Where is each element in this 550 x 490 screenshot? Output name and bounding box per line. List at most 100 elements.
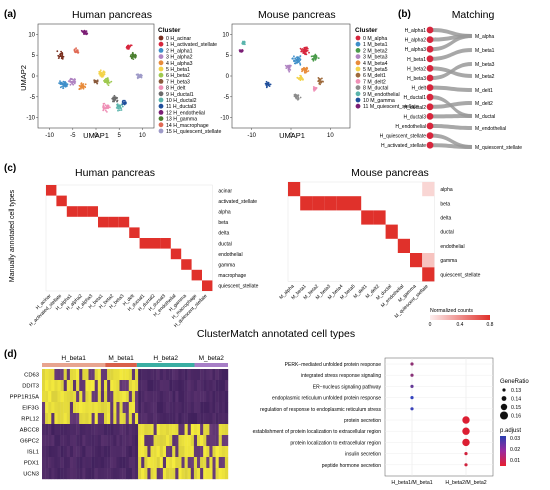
expr-cell xyxy=(60,468,64,480)
match-node-human xyxy=(426,74,434,82)
expr-cell xyxy=(60,446,64,458)
expr-cell xyxy=(69,457,74,469)
expr-cell xyxy=(184,413,188,425)
expr-cell xyxy=(224,468,229,480)
cell-point xyxy=(102,107,105,109)
cell-point xyxy=(103,102,106,105)
expr-cell xyxy=(66,413,71,425)
expr-cell xyxy=(200,391,204,403)
expr-cell xyxy=(107,435,111,447)
cell-point xyxy=(311,58,314,61)
expr-cell xyxy=(45,468,49,480)
expr-cell xyxy=(107,446,111,458)
cell-point xyxy=(115,97,118,99)
expr-cell xyxy=(60,413,64,425)
expr-cell xyxy=(193,402,198,414)
expr-cell xyxy=(209,391,213,403)
padjust-tick: 0.01 xyxy=(510,458,520,464)
heatmap-row-label: endothelial xyxy=(440,244,464,250)
heatmap-cell xyxy=(336,196,349,211)
expr-cell xyxy=(73,391,77,403)
expr-cell xyxy=(110,457,114,469)
cell-point xyxy=(298,77,300,80)
expr-cell xyxy=(57,369,61,381)
expr-cell xyxy=(100,435,105,447)
cell-point xyxy=(119,107,121,109)
match-node-human xyxy=(426,93,434,101)
expr-cell xyxy=(159,369,164,381)
expr-cell xyxy=(153,424,157,436)
cell-point xyxy=(131,54,134,56)
expr-cell xyxy=(45,435,49,447)
cell-point xyxy=(107,84,110,87)
x-tick-label: -5 xyxy=(70,133,76,139)
expr-cell xyxy=(125,468,129,480)
colorbar-tick: 0 xyxy=(429,322,432,328)
expr-cell xyxy=(224,435,229,447)
expr-cell xyxy=(150,391,154,403)
expr-cell xyxy=(91,424,95,436)
expr-cell xyxy=(66,457,71,469)
cell-point xyxy=(74,50,77,53)
mouse-umap-plot: -10 0 10 10 5 0 -5 -10 xyxy=(220,23,351,139)
expr-cell xyxy=(218,413,222,425)
expr-cell xyxy=(193,446,198,458)
expr-cell xyxy=(187,424,191,436)
expr-cell xyxy=(200,369,204,381)
human-umap-plot: -10 -5 0 5 10 10 5 0 -5 -10 xyxy=(26,23,155,139)
expr-cell xyxy=(175,457,179,469)
expr-cell xyxy=(212,413,216,425)
expr-cell xyxy=(203,413,207,425)
legend-swatch xyxy=(158,35,164,41)
cell-point xyxy=(121,101,124,104)
legend-swatch xyxy=(158,72,164,78)
cell-point xyxy=(285,65,288,68)
cell-point xyxy=(84,31,87,34)
go-dot xyxy=(464,463,468,467)
expr-cell xyxy=(94,435,98,447)
expr-cell xyxy=(73,468,77,480)
expr-cell xyxy=(42,402,46,414)
cell-point xyxy=(76,49,79,51)
cell-point xyxy=(78,87,81,90)
cell-point xyxy=(299,47,302,50)
expr-cell xyxy=(69,413,74,425)
matching-sankey: H_alpha1 H_alpha2 H_alpha3 H_beta1 H_beta2 H_… xyxy=(380,26,522,151)
cell-point xyxy=(299,55,302,58)
expr-cell xyxy=(128,402,133,414)
cell-point xyxy=(99,74,102,77)
match-node-human xyxy=(426,103,434,111)
cell-point xyxy=(93,80,96,82)
expr-cell xyxy=(116,380,120,392)
legend-label: 7 H_beta3 xyxy=(166,79,190,85)
heatmap-cell xyxy=(191,269,202,281)
expr-cell xyxy=(141,468,145,480)
legend-label: 3 M_beta3 xyxy=(363,55,388,61)
clustermatch-title: ClusterMatch annotated cell types xyxy=(197,328,355,340)
heatmap-row-label: ductal xyxy=(440,230,453,236)
expr-cell xyxy=(57,457,61,469)
cell-point xyxy=(315,56,318,59)
expr-cell xyxy=(48,468,52,480)
expr-cell xyxy=(150,369,154,381)
expr-cell xyxy=(88,435,92,447)
heatmap-row-label: ductal xyxy=(218,241,231,247)
expr-cell xyxy=(203,380,207,392)
human-heatmap-title: Human pancreas xyxy=(75,167,155,179)
expr-cell xyxy=(42,457,46,469)
cell-point xyxy=(86,32,89,35)
expr-cell xyxy=(144,446,148,458)
cell-point xyxy=(315,87,318,90)
expr-cell xyxy=(110,435,114,447)
expr-cell xyxy=(76,424,80,436)
expr-cell xyxy=(212,446,216,458)
expr-cell xyxy=(209,446,213,458)
expr-cell xyxy=(63,435,67,447)
expr-cell xyxy=(42,424,46,436)
expression-heatmap: H_beta1 M_beta1 H_beta2 M_beta2 CD63 DDIT3 PPP… xyxy=(10,355,229,480)
legend-label: 5 H_beta1 xyxy=(166,67,190,73)
expr-cell xyxy=(224,380,229,392)
cell-point xyxy=(102,108,105,111)
expr-cell xyxy=(203,457,207,469)
